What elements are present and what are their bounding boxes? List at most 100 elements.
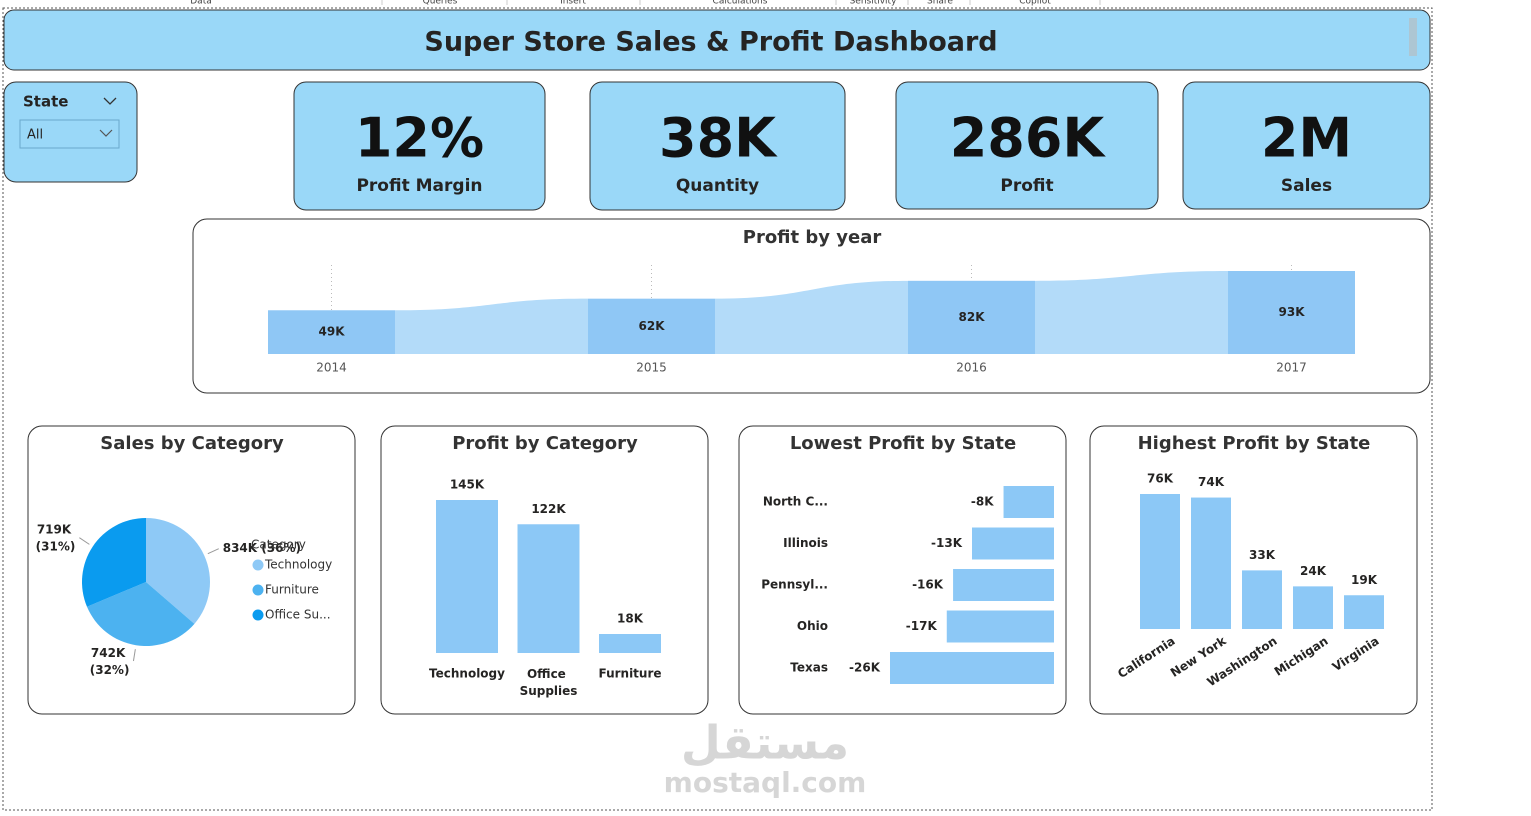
chart-title: Highest Profit by State bbox=[1138, 433, 1371, 454]
bar bbox=[1293, 586, 1333, 629]
bar bbox=[588, 298, 715, 354]
ribbon-tab: Insert bbox=[560, 0, 586, 7]
pie-slice bbox=[86, 582, 195, 646]
ribbon-band bbox=[1035, 271, 1228, 354]
bar bbox=[268, 310, 395, 354]
data-label: 122K bbox=[531, 502, 566, 516]
bar bbox=[517, 524, 580, 653]
data-label: -26K bbox=[849, 661, 881, 675]
data-label: -17K bbox=[906, 619, 938, 633]
bar bbox=[1003, 486, 1054, 518]
ribbon-band bbox=[715, 280, 908, 354]
data-label: -13K bbox=[931, 536, 963, 550]
kpi-card bbox=[895, 81, 1159, 210]
x-tick-label: 2015 bbox=[636, 361, 667, 375]
legend-swatch bbox=[252, 609, 264, 621]
slicer-dropdown[interactable] bbox=[19, 119, 120, 149]
data-label: 82K bbox=[959, 310, 986, 324]
kpi-card bbox=[293, 81, 546, 211]
leader-line bbox=[207, 548, 219, 555]
data-label: 74K bbox=[1198, 475, 1225, 489]
chevron bbox=[99, 129, 113, 137]
pie-slice bbox=[82, 518, 146, 607]
bar bbox=[1228, 271, 1355, 354]
data-label: 742K (32%) bbox=[90, 646, 130, 677]
state-slicer[interactable]: State All bbox=[3, 81, 138, 183]
leader-line bbox=[79, 537, 90, 545]
kpi-label: Profit bbox=[1000, 176, 1053, 196]
chart-title: Profit by year bbox=[743, 227, 882, 248]
legend-swatch bbox=[252, 584, 264, 596]
chart-panel bbox=[1089, 425, 1418, 715]
data-label: 19K bbox=[1351, 573, 1378, 587]
data-label: 62K bbox=[639, 319, 666, 333]
legend-title: Category bbox=[251, 538, 306, 552]
kpi-value: 38K bbox=[659, 107, 778, 170]
bar bbox=[1140, 494, 1180, 629]
bar bbox=[946, 610, 1054, 643]
kpi-value: 2M bbox=[1261, 107, 1352, 170]
canvas-border bbox=[2, 7, 1433, 811]
ribbon-tab: Queries bbox=[423, 0, 458, 7]
slicer-value: All bbox=[27, 128, 43, 143]
x-tick-label: Technology bbox=[429, 667, 505, 681]
y-tick-label: Illinois bbox=[783, 536, 828, 550]
legend-entry: Technology bbox=[264, 558, 332, 572]
bar bbox=[908, 280, 1035, 354]
y-tick-label: Texas bbox=[790, 661, 828, 675]
data-label: 834K (36%) bbox=[223, 541, 301, 555]
ribbon-tab: Share bbox=[927, 0, 953, 7]
data-label: 719K (31%) bbox=[36, 522, 76, 553]
data-label: 76K bbox=[1147, 472, 1174, 486]
watermark: مستقل bbox=[681, 716, 849, 770]
kpi-value: 286K bbox=[950, 107, 1107, 170]
chart-title: Lowest Profit by State bbox=[790, 433, 1016, 454]
bar bbox=[599, 634, 661, 653]
data-label: 145K bbox=[450, 478, 485, 492]
watermark: mostaql.com bbox=[664, 766, 867, 799]
bar bbox=[890, 652, 1054, 684]
ribbon-tab: Copilot bbox=[1019, 0, 1051, 7]
data-label: 18K bbox=[617, 612, 644, 626]
bar bbox=[972, 527, 1054, 560]
kpi-label: Profit Margin bbox=[356, 176, 482, 196]
bar bbox=[953, 569, 1054, 601]
legend-swatch bbox=[252, 559, 264, 571]
bar bbox=[1191, 497, 1231, 629]
data-label: 33K bbox=[1249, 548, 1276, 562]
dashboard-title: Super Store Sales & Profit Dashboard bbox=[424, 27, 997, 58]
y-tick-label: Pennsyl... bbox=[761, 578, 828, 592]
y-tick-label: North C... bbox=[763, 495, 828, 509]
leader-line bbox=[132, 649, 136, 662]
data-label: 93K bbox=[1279, 305, 1306, 319]
legend-entry: Office Su... bbox=[265, 608, 331, 622]
chart-title: Profit by Category bbox=[452, 433, 638, 454]
data-label: -16K bbox=[912, 578, 944, 592]
legend-entry: Furniture bbox=[265, 583, 319, 597]
ribbon-tab: Data bbox=[190, 0, 212, 7]
data-label: 49K bbox=[319, 325, 346, 339]
kpi-card bbox=[589, 81, 846, 211]
chart-title: Sales by Category bbox=[100, 433, 284, 454]
y-tick-label: Ohio bbox=[797, 619, 828, 633]
x-tick-label: 2017 bbox=[1276, 361, 1307, 375]
data-label: 24K bbox=[1300, 564, 1327, 578]
x-tick-label: 2014 bbox=[316, 361, 347, 375]
kpi-card bbox=[1182, 81, 1431, 210]
pie-slice bbox=[146, 518, 210, 624]
bar bbox=[1344, 595, 1384, 629]
bar bbox=[436, 500, 498, 653]
kpi-value: 12% bbox=[355, 107, 484, 170]
x-tick-label: Furniture bbox=[598, 667, 661, 681]
bar bbox=[1242, 570, 1282, 629]
ribbon-tab: Calculations bbox=[713, 0, 768, 7]
kpi-label: Quantity bbox=[676, 176, 759, 196]
x-tick-label: 2016 bbox=[956, 361, 987, 375]
header-box bbox=[3, 9, 1431, 71]
ribbon-band bbox=[395, 298, 588, 354]
chevron bbox=[103, 97, 117, 105]
ribbon-tab: Sensitivity bbox=[850, 0, 898, 7]
x-tick-label: Office Supplies bbox=[520, 667, 578, 698]
kpi-label: Sales bbox=[1281, 176, 1332, 196]
